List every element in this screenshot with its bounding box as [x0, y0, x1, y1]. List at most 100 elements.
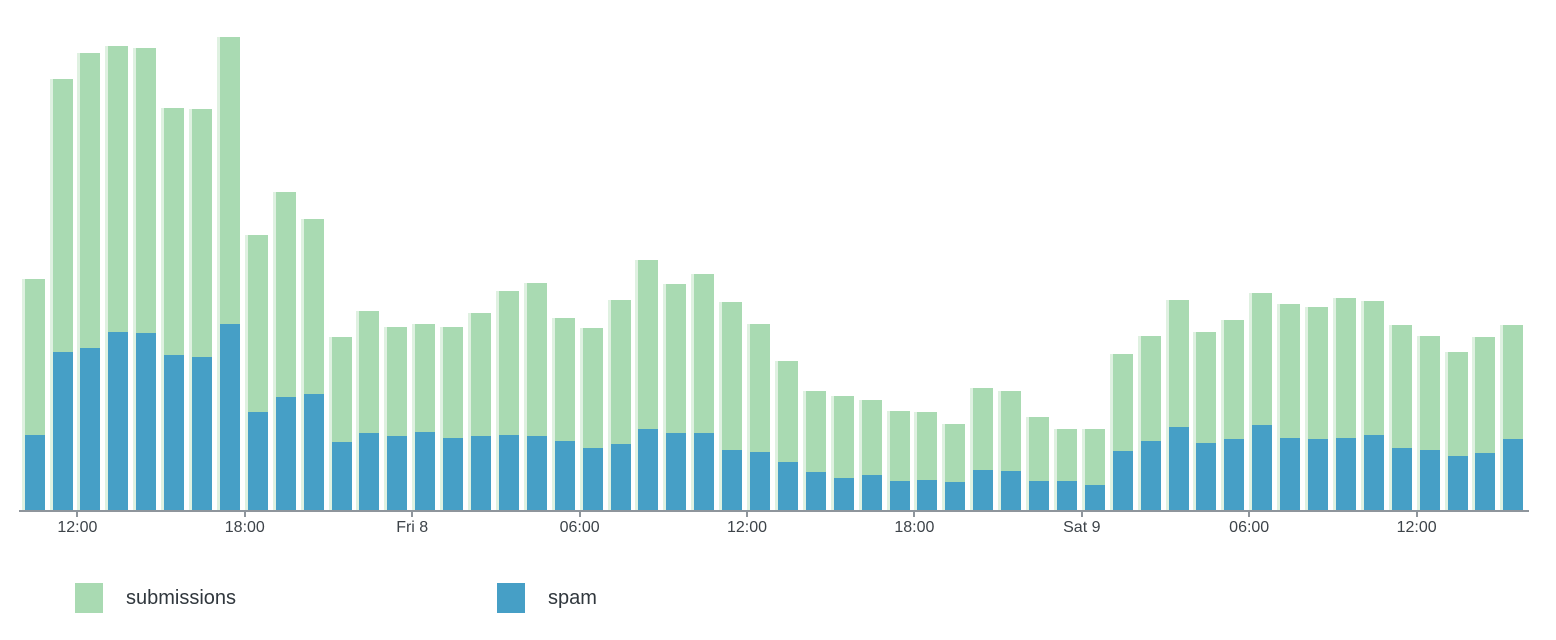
submissions-segment[interactable]	[1224, 320, 1245, 439]
spam-segment[interactable]	[303, 394, 324, 512]
submissions-segment[interactable]	[52, 79, 73, 352]
spam-segment[interactable]	[945, 482, 966, 512]
bar[interactable]	[77, 53, 101, 512]
bar[interactable]	[328, 337, 352, 512]
spam-segment[interactable]	[415, 432, 436, 512]
spam-segment[interactable]	[387, 436, 408, 512]
bar[interactable]	[300, 219, 324, 512]
bar[interactable]	[998, 391, 1022, 512]
spam-segment[interactable]	[1447, 456, 1468, 512]
spam-segment[interactable]	[833, 478, 854, 512]
bar[interactable]	[49, 79, 73, 512]
spam-segment[interactable]	[1029, 481, 1049, 512]
submissions-segment[interactable]	[917, 412, 938, 480]
bar[interactable]	[468, 313, 491, 512]
submissions-segment[interactable]	[1168, 300, 1189, 427]
spam-segment[interactable]	[1252, 425, 1273, 512]
bar[interactable]	[1472, 337, 1496, 512]
spam-segment[interactable]	[722, 450, 743, 512]
submissions-segment[interactable]	[861, 400, 882, 475]
submissions-segment[interactable]	[1056, 429, 1077, 481]
submissions-segment[interactable]	[1084, 429, 1105, 485]
spam-segment[interactable]	[498, 435, 519, 512]
bar[interactable]	[802, 391, 826, 512]
bar[interactable]	[1053, 429, 1077, 512]
spam-segment[interactable]	[1280, 438, 1301, 512]
bar[interactable]	[105, 46, 129, 512]
submissions-segment[interactable]	[666, 284, 687, 433]
spam-segment[interactable]	[666, 433, 687, 512]
bar[interactable]	[272, 192, 296, 512]
submissions-segment[interactable]	[833, 396, 854, 478]
spam-segment[interactable]	[1084, 485, 1105, 512]
submissions-segment[interactable]	[108, 46, 129, 332]
bar[interactable]	[412, 324, 436, 512]
bar[interactable]	[21, 279, 45, 512]
submissions-segment[interactable]	[415, 324, 436, 432]
bar[interactable]	[1360, 301, 1384, 512]
bar[interactable]	[663, 284, 687, 512]
spam-segment[interactable]	[247, 412, 268, 512]
submissions-segment[interactable]	[722, 302, 743, 450]
legend-item-spam[interactable]: spam	[497, 583, 597, 613]
submissions-segment[interactable]	[331, 337, 352, 442]
submissions-segment[interactable]	[303, 219, 324, 394]
submissions-segment[interactable]	[498, 291, 519, 435]
bar[interactable]	[1137, 336, 1161, 512]
submissions-segment[interactable]	[582, 328, 603, 448]
spam-segment[interactable]	[275, 397, 296, 512]
spam-segment[interactable]	[1056, 481, 1077, 512]
bar[interactable]	[942, 424, 966, 512]
spam-segment[interactable]	[582, 448, 603, 512]
spam-segment[interactable]	[164, 355, 185, 512]
bar[interactable]	[830, 396, 854, 512]
submissions-segment[interactable]	[1447, 352, 1468, 456]
spam-segment[interactable]	[805, 472, 826, 512]
spam-segment[interactable]	[917, 480, 938, 512]
bar[interactable]	[1081, 429, 1105, 512]
spam-segment[interactable]	[331, 442, 352, 512]
legend-label-spam[interactable]: spam	[548, 587, 597, 609]
submissions-segment[interactable]	[443, 327, 464, 438]
spam-segment[interactable]	[443, 438, 464, 512]
spam-segment[interactable]	[1419, 450, 1440, 512]
submissions-swatch-icon[interactable]	[75, 583, 103, 613]
submissions-segment[interactable]	[694, 274, 715, 433]
bar[interactable]	[1026, 417, 1049, 512]
spam-segment[interactable]	[136, 333, 157, 512]
submissions-segment[interactable]	[1196, 332, 1217, 443]
bar[interactable]	[886, 411, 910, 512]
spam-segment[interactable]	[1196, 443, 1217, 512]
submissions-segment[interactable]	[387, 327, 408, 436]
submissions-segment[interactable]	[973, 388, 994, 470]
spam-segment[interactable]	[1001, 471, 1022, 512]
bar[interactable]	[1249, 293, 1273, 512]
spam-segment[interactable]	[526, 436, 547, 512]
spam-segment[interactable]	[1335, 438, 1356, 512]
bar[interactable]	[384, 327, 408, 512]
bar[interactable]	[216, 37, 240, 512]
bar[interactable]	[1109, 354, 1133, 512]
bar[interactable]	[691, 274, 715, 512]
submissions-segment[interactable]	[610, 300, 631, 444]
bar[interactable]	[1193, 332, 1217, 512]
submissions-segment[interactable]	[1391, 325, 1412, 448]
submissions-segment[interactable]	[1001, 391, 1022, 471]
bar[interactable]	[858, 400, 882, 512]
bar[interactable]	[1305, 307, 1328, 512]
bar[interactable]	[495, 291, 519, 512]
submissions-segment[interactable]	[1029, 417, 1049, 481]
bar[interactable]	[774, 361, 798, 512]
submissions-segment[interactable]	[80, 53, 101, 348]
spam-segment[interactable]	[471, 436, 491, 512]
spam-segment[interactable]	[889, 481, 910, 512]
spam-segment[interactable]	[1224, 439, 1245, 512]
bar[interactable]	[1221, 320, 1245, 512]
spam-segment[interactable]	[108, 332, 129, 512]
spam-segment[interactable]	[610, 444, 631, 512]
submissions-segment[interactable]	[1419, 336, 1440, 450]
bar[interactable]	[914, 412, 938, 512]
spam-segment[interactable]	[1112, 451, 1133, 512]
spam-segment[interactable]	[1391, 448, 1412, 512]
bar[interactable]	[1416, 336, 1440, 512]
